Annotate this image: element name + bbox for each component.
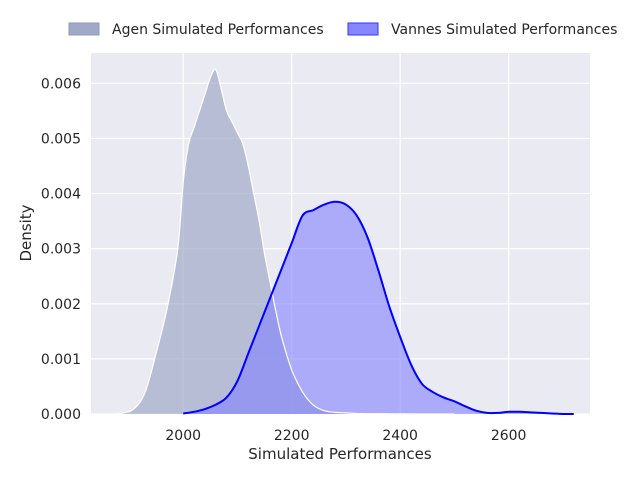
density-line-vannes [183,200,574,416]
y-tick-label: 0.006 [41,76,81,92]
legend: Agen Simulated Performances Vannes Simul… [68,22,617,38]
x-axis-label: Simulated Performances [248,445,432,463]
density-area-vannes [183,201,574,414]
density-areas [112,69,574,415]
x-axis-ticks: 2000 2200 2400 2600 [165,428,526,444]
x-tick-label: 2000 [165,428,201,444]
x-tick-label: 2400 [382,428,418,444]
legend-swatch-vannes [347,22,379,36]
x-tick-label: 2200 [274,428,310,444]
y-axis-label: Density [17,204,35,261]
density-area-agen [112,69,455,415]
y-tick-label: 0.005 [41,131,81,147]
y-tick-label: 0.000 [41,407,81,423]
legend-swatch-agen [68,22,100,36]
y-tick-label: 0.003 [41,242,81,258]
y-tick-label: 0.004 [41,187,81,203]
density-line-agen [112,68,455,415]
x-tick-label: 2600 [491,428,527,444]
legend-label-agen: Agen Simulated Performances [112,22,324,38]
density-lines [112,68,574,416]
y-axis-ticks: 0.000 0.001 0.002 0.003 0.004 0.005 0.006 [41,76,81,423]
y-tick-label: 0.001 [41,352,81,368]
legend-label-vannes: Vannes Simulated Performances [391,22,617,38]
y-tick-label: 0.002 [41,297,81,313]
